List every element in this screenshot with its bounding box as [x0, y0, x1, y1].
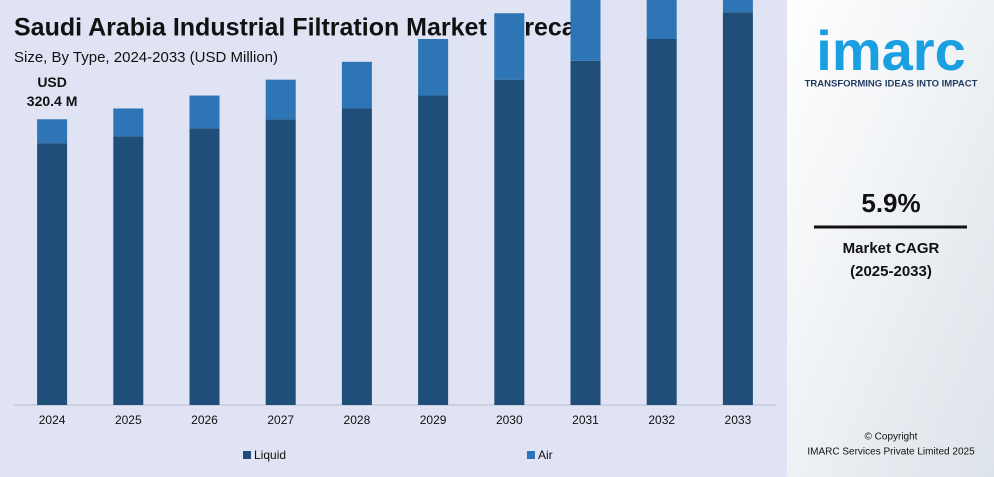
bar-segment — [37, 143, 68, 405]
tagline: TRANSFORMING IDEAS INTO IMPACT — [805, 79, 978, 90]
bar-segment — [418, 95, 449, 405]
cagr-value: 5.9% — [861, 188, 920, 218]
cagr-period: (2025-2033) — [850, 263, 932, 280]
logo: imarc — [816, 19, 965, 82]
sidebar-background — [787, 0, 994, 477]
bar-segment — [113, 108, 144, 137]
x-tick-label: 2026 — [191, 413, 218, 427]
bar-segment — [418, 39, 449, 96]
copyright: © Copyright — [865, 432, 918, 443]
x-tick-label: 2033 — [725, 413, 752, 427]
x-tick-label: 2030 — [496, 413, 523, 427]
x-tick-label: 2029 — [420, 413, 447, 427]
x-tick-label: 2032 — [648, 413, 675, 427]
bar-segment — [494, 79, 525, 406]
bar-segment — [494, 13, 525, 80]
bar-segment — [113, 136, 144, 406]
x-tick-label: 2028 — [344, 413, 371, 427]
bar-segment — [646, 39, 677, 405]
x-tick-label: 2031 — [572, 413, 599, 427]
bar-segment — [341, 108, 372, 405]
legend-swatch — [243, 451, 251, 459]
chart-subtitle: Size, By Type, 2024-2033 (USD Million) — [14, 49, 278, 66]
bar-segment — [341, 61, 372, 109]
bar-segment — [265, 79, 296, 120]
bar-segment — [722, 0, 753, 13]
legend-label: Air — [538, 448, 553, 462]
bar-segment — [189, 128, 220, 406]
legend-label: Liquid — [254, 448, 286, 462]
value-annotation: USD — [37, 74, 67, 90]
bar-segment — [722, 12, 753, 406]
bar-segment — [646, 0, 677, 39]
x-tick-label: 2025 — [115, 413, 142, 427]
legend-swatch — [527, 451, 535, 459]
value-annotation: 320.4 M — [27, 93, 78, 109]
x-tick-label: 2027 — [267, 413, 294, 427]
bar-segment — [37, 119, 68, 144]
bar-segment — [189, 95, 220, 129]
bar-segment — [570, 0, 601, 61]
x-tick-label: 2024 — [39, 413, 66, 427]
company: IMARC Services Private Limited 2025 — [807, 447, 975, 458]
cagr-label: Market CAGR — [843, 240, 940, 257]
bar-segment — [570, 60, 601, 405]
bar-segment — [265, 119, 296, 405]
